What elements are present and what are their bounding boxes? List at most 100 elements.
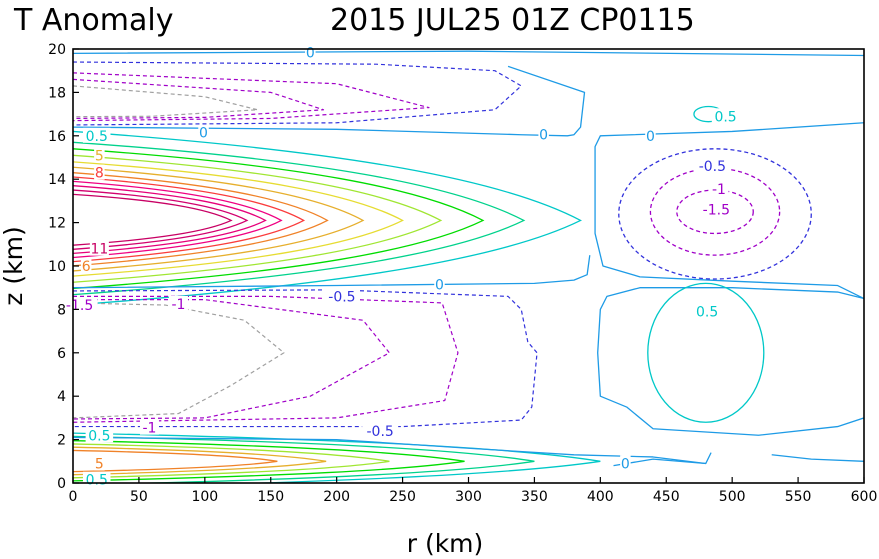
negative-contour	[73, 295, 459, 423]
zero-contour	[613, 452, 712, 467]
contour-label-bg	[711, 108, 740, 124]
x-tick-label: 450	[653, 489, 680, 505]
contour-label: 0	[199, 126, 208, 142]
contour-label-bg	[168, 295, 188, 311]
contour-label: 8	[95, 166, 104, 182]
x-axis-label: r (km)	[407, 529, 484, 558]
upper-warm-core-contour	[73, 141, 526, 296]
x-tick-label: 350	[521, 489, 548, 505]
zero-contour	[771, 454, 864, 462]
zero-contour	[73, 65, 586, 137]
contour-label: -0.5	[367, 424, 394, 440]
contour-label: -1	[171, 297, 185, 313]
x-tick-label: 250	[389, 489, 416, 505]
upper-warm-core-contour	[73, 161, 405, 277]
contour-label-bg	[323, 288, 360, 304]
contour-label: 0	[306, 45, 315, 61]
contour-label-bg	[538, 126, 549, 142]
contour-label: 0.5	[86, 129, 108, 145]
negative-contour	[73, 61, 522, 126]
upper-warm-core-contour	[73, 189, 249, 250]
zero-contour	[73, 50, 864, 57]
contour-label-bg	[94, 164, 105, 180]
lower-warm-core-contour	[73, 443, 390, 479]
zero-contour	[73, 436, 706, 465]
negative-contour	[73, 299, 390, 420]
lower-warm-core-contour	[73, 446, 327, 476]
contour-label: -1.5	[66, 298, 93, 314]
y-tick-label: 16	[48, 129, 66, 145]
contour-label-bg	[85, 427, 114, 443]
y-tick-label: 4	[57, 389, 66, 405]
y-tick-label: 14	[48, 172, 66, 188]
lower-warm-core-contour	[73, 435, 535, 483]
contour-label: -1.5	[703, 203, 730, 219]
x-tick-label: 200	[323, 489, 350, 505]
contour-label-bg	[434, 276, 445, 292]
contour-label-bg	[645, 127, 656, 143]
upper-warm-core-contour	[73, 176, 306, 263]
x-tick-label: 300	[455, 489, 482, 505]
x-tick-label: 600	[851, 489, 878, 505]
y-tick-label: 6	[57, 346, 66, 362]
y-tick-label: 10	[48, 259, 66, 275]
contour-label: -0.5	[328, 289, 355, 305]
zero-contour	[594, 122, 864, 300]
upper-warm-core-contour	[73, 193, 233, 246]
contour-label: 5	[95, 456, 104, 472]
zero-contour	[597, 287, 864, 436]
contour-label-bg	[305, 44, 316, 60]
x-tick-label: 550	[785, 489, 812, 505]
contour-label-bg	[61, 297, 98, 313]
y-axis: 0 2 4 6 8 10 12 14 16 18 20	[48, 42, 79, 492]
positive-contour	[647, 282, 765, 423]
x-tick-label: 50	[130, 489, 148, 505]
contour-lines	[73, 50, 864, 483]
contour-label-bg	[89, 240, 109, 256]
contour-label: 0.5	[86, 473, 108, 489]
x-tick-label: 150	[257, 489, 284, 505]
contour-label: 0.5	[714, 109, 736, 125]
x-tick-label: 500	[719, 489, 746, 505]
x-tick-label: 0	[69, 489, 78, 505]
upper-warm-core-contour	[73, 185, 267, 255]
upper-warm-core-contour	[73, 130, 582, 306]
y-tick-label: 0	[57, 476, 66, 492]
negative-contour	[618, 148, 812, 280]
upper-warm-core-contour	[73, 154, 443, 283]
contour-label: -0.5	[699, 159, 726, 175]
contour-label: -1	[142, 421, 156, 437]
upper-warm-core-contour	[73, 180, 283, 259]
negative-contour	[73, 289, 538, 428]
x-axis: 0 50 100 150 200 250 300 350 400 450 500 550 600	[69, 477, 878, 505]
lower-warm-core-contour	[73, 449, 278, 473]
contour-label-bg	[82, 127, 111, 143]
contour-label: 11	[90, 242, 108, 258]
x-tick-label: 100	[191, 489, 218, 505]
contour-label: 0	[646, 129, 655, 145]
contour-label-bg	[362, 422, 399, 438]
contour-label: 0	[539, 128, 548, 144]
negative-contour	[649, 167, 781, 256]
contour-label-bg	[698, 201, 735, 217]
contour-label: 6	[82, 259, 91, 275]
negative-contour	[73, 302, 285, 419]
y-tick-label: 2	[57, 433, 66, 449]
contour-label-bg	[709, 180, 729, 196]
y-tick-label: 18	[48, 85, 66, 101]
upper-warm-core-contour	[73, 148, 485, 290]
contour-label-bg	[94, 147, 105, 163]
negative-contour	[73, 85, 259, 118]
contour-label-bg	[198, 124, 209, 140]
contour-label-bg	[693, 303, 721, 319]
y-tick-label: 12	[48, 216, 66, 232]
contour-label-bg	[620, 455, 631, 471]
upper-warm-core-contour	[73, 166, 365, 272]
x-tick-label: 400	[587, 489, 614, 505]
y-tick-label: 8	[57, 302, 66, 318]
contour-label-bg	[139, 419, 159, 435]
negative-contour	[73, 72, 430, 122]
chart-title-left: T Anomaly	[13, 3, 173, 38]
contour-label: 0	[621, 456, 630, 472]
